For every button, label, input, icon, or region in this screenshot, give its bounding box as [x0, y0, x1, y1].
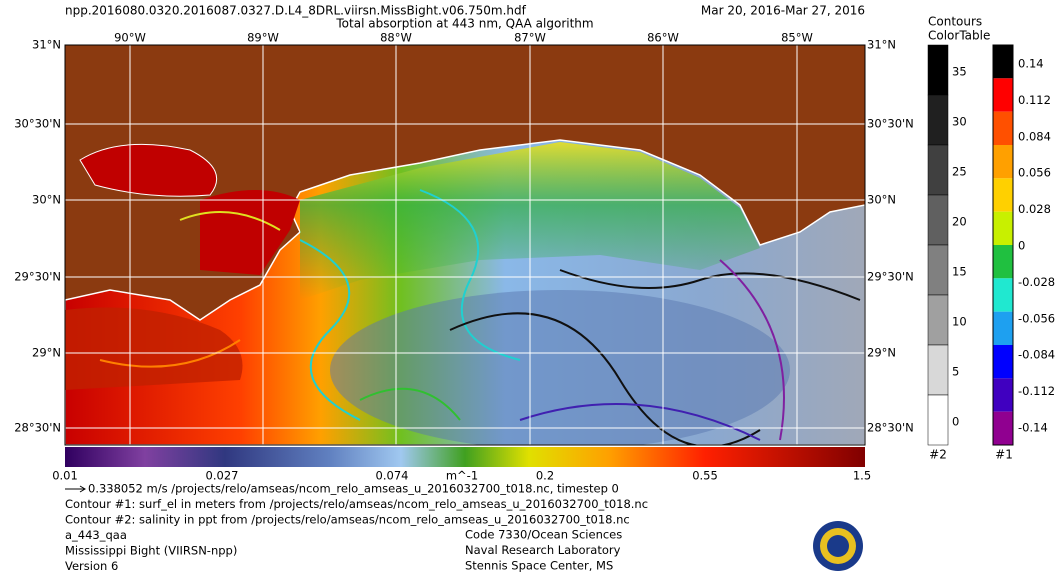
contour-label: 30: [952, 115, 967, 129]
logo: [813, 521, 863, 571]
colorbar-label: 0.01: [52, 469, 78, 483]
colortable-label: 0: [1018, 239, 1025, 253]
map-frame: [64, 44, 866, 446]
colortable-frame: [992, 44, 1014, 446]
colortable-label: 0.112: [1018, 93, 1051, 107]
colortable-swatch: [993, 311, 1013, 345]
colortable-title: ColorTable: [928, 29, 990, 43]
delta-water: [65, 307, 243, 390]
contours-colorbar: 35 30 25 20 15 10 5 0: [927, 44, 967, 446]
contour-swatch: [927, 394, 949, 446]
footer-right-line: Naval Research Laboratory: [465, 543, 621, 557]
contour-label: 25: [952, 165, 967, 179]
lat-label-right: 31°N: [867, 38, 896, 52]
colorbar-label: 1.5: [853, 469, 871, 483]
colortable-swatch: [993, 345, 1013, 379]
lat-label-left: 28°30'N: [14, 421, 61, 435]
lon-label: 89°W: [247, 31, 279, 45]
colorbar-label: 0.027: [206, 469, 239, 483]
lat-label-left: 30°N: [32, 193, 61, 207]
colortable-swatch: [993, 178, 1013, 212]
colortable-swatch: [993, 245, 1013, 279]
lon-label: 86°W: [647, 31, 679, 45]
lon-label: 85°W: [781, 31, 813, 45]
colortable-swatch: [993, 278, 1013, 312]
colortable-label: -0.14: [1018, 421, 1048, 435]
contours-footer: #2: [929, 448, 947, 462]
colortable-label: -0.084: [1018, 348, 1055, 362]
contour-swatch: [927, 94, 949, 146]
footer-line: Mississippi Bight (VIIRSN-npp): [65, 544, 237, 558]
map: [65, 45, 865, 445]
colortable-colorbar: 0.14 0.112 0.084 0.056 0.028 0 -0.028 -0.056 -0.…: [992, 44, 1055, 446]
footer-line: a_443_qaa: [65, 528, 127, 542]
colortable-swatch: [993, 145, 1013, 179]
graticule: [65, 45, 865, 445]
vector-scale-arrowhead: [79, 485, 86, 493]
contour-swatch: [927, 144, 949, 196]
lon-label: 88°W: [380, 31, 412, 45]
footer-right-line: Stennis Space Center, MS: [465, 559, 613, 573]
lon-label: 90°W: [114, 31, 146, 45]
colortable-swatch: [993, 111, 1013, 145]
date-range: Mar 20, 2016-Mar 27, 2016: [701, 4, 865, 18]
colortable-swatch: [993, 211, 1013, 245]
lat-label-left: 29°30'N: [14, 270, 61, 284]
colortable-swatch: [993, 45, 1013, 79]
lat-label-left: 31°N: [32, 38, 61, 52]
footer-right-line: Code 7330/Ocean Sciences: [465, 528, 622, 542]
lake: [79, 143, 218, 197]
contour-label: 10: [952, 315, 967, 329]
colortable-label: -0.112: [1018, 384, 1055, 398]
lat-label-right: 29°N: [867, 346, 896, 360]
title: Total absorption at 443 nm, QAA algorith…: [335, 17, 593, 31]
contour-swatch: [927, 44, 949, 96]
colorbar-label: 0.55: [692, 469, 718, 483]
colortable-swatch: [993, 378, 1013, 412]
filename: npp.2016080.0320.2016087.0327.D.L4_8DRL.…: [65, 4, 527, 18]
lat-label-right: 30°N: [867, 193, 896, 207]
colortable-label: 0.14: [1018, 57, 1044, 71]
contour-label: 5: [952, 365, 959, 379]
lon-label: 87°W: [514, 31, 546, 45]
contours: [99, 189, 861, 445]
lat-label-right: 28°30'N: [867, 421, 914, 435]
lat-label-right: 29°30'N: [867, 270, 914, 284]
deep-water: [330, 290, 790, 445]
contour-label: 35: [952, 65, 967, 79]
colortable-swatch: [993, 78, 1013, 112]
colortable-label: -0.028: [1018, 275, 1055, 289]
colorbar-unit: m^-1: [446, 469, 478, 483]
main-colorbar: [65, 447, 865, 467]
colortable-label: 0.028: [1018, 202, 1051, 216]
lat-label-left: 30°30'N: [14, 117, 61, 131]
footer-line: 0.338052 m/s /projects/relo/amseas/ncom_…: [88, 482, 619, 496]
contour-label: 15: [952, 265, 967, 279]
contour-swatch: [927, 244, 949, 296]
colortable-swatch: [993, 411, 1013, 445]
contour-label: 20: [952, 215, 967, 229]
colorbar-label: 0.074: [376, 469, 409, 483]
colortable-label: 0.056: [1018, 166, 1051, 180]
lat-label-right: 30°30'N: [867, 117, 914, 131]
contour-swatch: [927, 294, 949, 346]
footer-line: Version 6: [65, 559, 118, 573]
footer-line: Contour #1: surf_el in meters from /proj…: [65, 497, 648, 511]
colortable-footer: #1: [995, 448, 1013, 462]
footer-line: Contour #2: salinity in ppt from /projec…: [65, 513, 630, 527]
contours-title: Contours: [928, 15, 982, 29]
contour-swatch: [927, 194, 949, 246]
lat-label-left: 29°N: [32, 346, 61, 360]
contour-label: 0: [952, 415, 959, 429]
contour-swatch: [927, 344, 949, 396]
colorbar-label: 0.2: [536, 469, 554, 483]
colortable-label: -0.056: [1018, 311, 1055, 325]
colortable-label: 0.084: [1018, 129, 1051, 143]
